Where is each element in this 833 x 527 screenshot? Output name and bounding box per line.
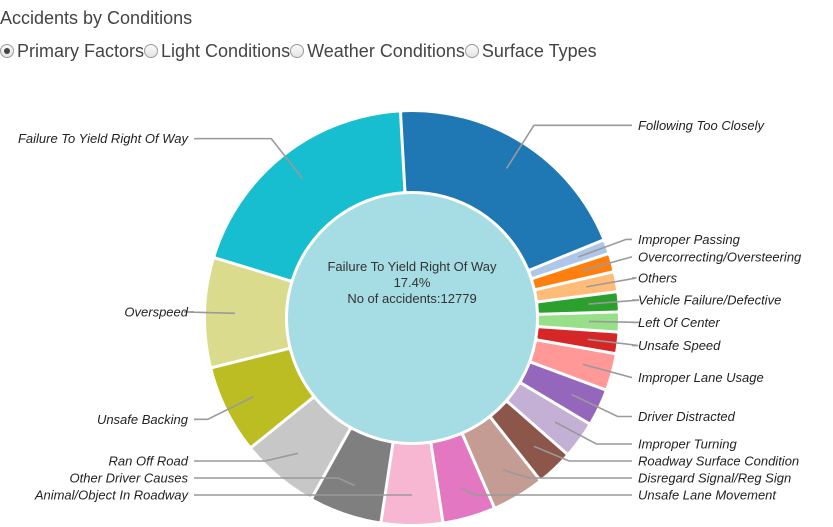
slice-driver-distracted[interactable]: [522, 363, 605, 422]
radio-weather-conditions[interactable]: Weather Conditions: [290, 41, 465, 62]
leader-line-ran-off-road: [194, 452, 299, 462]
radio-unselected-icon[interactable]: [144, 44, 159, 58]
leader-line-vehicle-failure-defective: [588, 299, 640, 305]
slice-improper-turning[interactable]: [508, 384, 588, 453]
slice-labels: Following Too Closely Improper Passing Ove…: [18, 118, 802, 503]
leader-line-others: [586, 277, 637, 288]
slice-ran-off-road[interactable]: [252, 399, 349, 497]
slice-overcorrecting-oversteering[interactable]: [533, 255, 613, 288]
radio-unselected-icon[interactable]: [290, 44, 305, 58]
radio-label: Primary Factors: [17, 40, 145, 61]
slice-label-vehicle-failure-defective: Vehicle Failure/Defective: [638, 293, 781, 308]
leader-line-overcorrecting-oversteering: [582, 256, 632, 272]
leader-line-roadway-surface-condition: [533, 445, 632, 462]
slice-roadway-surface-condition[interactable]: [492, 403, 566, 479]
leader-line-disregard-signal-reg-sign: [502, 469, 632, 479]
radio-label: Weather Conditions: [307, 40, 465, 61]
slice-label-animal-object-in-roadway: Animal/Object In Roadway: [34, 488, 190, 503]
slice-left-of-center[interactable]: [538, 313, 618, 331]
center-percent-label: 17.4%: [394, 275, 431, 290]
slice-unsafe-speed[interactable]: [537, 328, 618, 352]
leader-line-improper-passing: [577, 238, 632, 258]
slice-vehicle-failure-defective[interactable]: [538, 293, 618, 313]
slice-failure-to-yield-right-of-way[interactable]: [215, 112, 404, 280]
slice-label-improper-turning: Improper Turning: [638, 437, 738, 452]
leader-lines: [184, 124, 640, 496]
condition-radio-group: Primary Factors Light Conditions Weather…: [0, 40, 597, 62]
slice-label-ran-off-road: Ran Off Road: [109, 454, 189, 469]
center-count-label: No of accidents:12779: [347, 291, 476, 306]
leader-line-following-too-closely: [505, 124, 632, 169]
radio-unselected-icon[interactable]: [464, 44, 479, 58]
donut-center-disc: [288, 194, 536, 442]
slice-label-left-of-center: Left Of Center: [638, 315, 720, 330]
slice-label-disregard-signal-reg-sign: Disregard Signal/Reg Sign: [638, 471, 791, 486]
radio-surface-types[interactable]: Surface Types: [464, 40, 597, 62]
slice-label-other-driver-causes: Other Driver Causes: [70, 471, 189, 486]
leader-line-failure-to-yield-right-of-way: [194, 137, 304, 180]
slice-others[interactable]: [536, 273, 616, 301]
radio-primary-factors[interactable]: Primary Factors: [0, 41, 144, 62]
slice-unsafe-backing[interactable]: [212, 350, 312, 446]
center-category-label: Failure To Yield Right Of Way: [327, 259, 497, 274]
leader-line-improper-turning: [554, 421, 632, 445]
leader-line-unsafe-lane-movement: [460, 487, 632, 496]
slice-label-unsafe-backing: Unsafe Backing: [97, 412, 189, 427]
slice-following-too-closely[interactable]: [402, 112, 602, 269]
slice-label-following-too-closely: Following Too Closely: [638, 118, 765, 133]
slice-label-improper-lane-usage: Improper Lane Usage: [638, 370, 764, 385]
leader-line-improper-lane-usage: [582, 363, 633, 379]
leader-line-driver-distracted: [571, 393, 632, 418]
slice-unsafe-lane-movement[interactable]: [432, 435, 493, 522]
slice-label-unsafe-lane-movement: Unsafe Lane Movement: [638, 488, 777, 503]
leader-line-other-driver-causes: [194, 477, 356, 487]
radio-light-conditions[interactable]: Light Conditions: [144, 41, 290, 62]
slice-label-overspeed: Overspeed: [124, 304, 188, 319]
slice-label-unsafe-speed: Unsafe Speed: [638, 338, 721, 353]
slice-improper-passing[interactable]: [530, 241, 608, 277]
leader-line-unsafe-backing: [194, 395, 254, 421]
slice-label-failure-to-yield-right-of-way: Failure To Yield Right Of Way: [18, 131, 190, 146]
radio-selected-icon[interactable]: [0, 44, 14, 58]
radio-label: Light Conditions: [161, 40, 291, 61]
slice-label-driver-distracted: Driver Distracted: [638, 409, 736, 424]
slice-label-improper-passing: Improper Passing: [638, 232, 741, 247]
slice-animal-object-in-roadway[interactable]: [382, 443, 442, 524]
slice-label-roadway-surface-condition: Roadway Surface Condition: [638, 454, 799, 469]
leader-line-left-of-center: [588, 320, 640, 324]
leader-line-unsafe-speed: [587, 338, 639, 347]
slice-overspeed[interactable]: [206, 259, 290, 366]
slice-label-others: Others: [638, 270, 678, 285]
radio-label: Surface Types: [481, 40, 597, 61]
slice-disregard-signal-reg-sign[interactable]: [464, 418, 539, 507]
slice-label-overcorrecting-oversteering: Overcorrecting/Oversteering: [638, 249, 802, 264]
slice-other-driver-causes[interactable]: [313, 430, 392, 522]
donut-slices: [206, 112, 618, 524]
leader-line-overspeed: [184, 311, 236, 315]
chart-title: Accidents by Conditions: [0, 8, 193, 28]
slice-improper-lane-usage[interactable]: [531, 341, 615, 389]
